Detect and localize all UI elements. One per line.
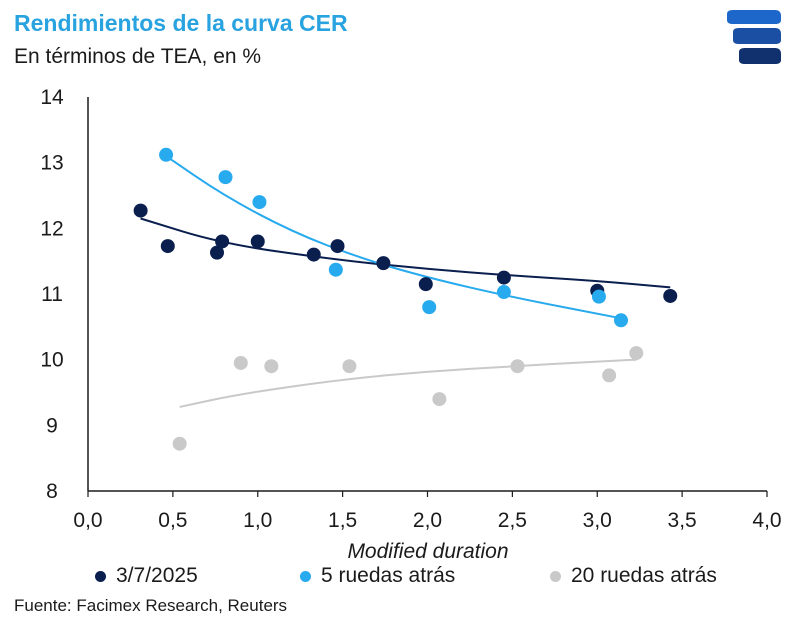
trend-line-20-ruedas-atr-s [179,358,637,408]
data-points [133,147,678,451]
x-tick-label: 3,0 [583,509,612,532]
chart-title: Rendimientos de la curva CER [14,10,348,36]
data-point-20-ruedas-atr-s [510,359,525,374]
data-point-20-ruedas-atr-s [233,355,248,370]
legend-item-20-ruedas: 20 ruedas atrás [550,564,717,588]
y-tick-label: 13 [40,152,63,175]
data-point-3-7-2025 [215,234,230,249]
data-point-5-ruedas-atr-s [159,147,174,162]
x-axis-label: Modified duration [347,540,508,563]
x-tick-label: 0,5 [158,509,187,532]
trend-line-5-ruedas-atr-s [165,155,622,320]
legend-item-3-7-2025: 3/7/2025 [95,564,300,588]
legend-marker-icon [550,570,561,582]
data-point-3-7-2025 [210,245,225,260]
trend-line-3-7-2025 [140,217,671,289]
source-note: Fuente: Facimex Research, Reuters [14,596,288,615]
chart-subtitle: En términos de TEA, en % [14,45,262,68]
x-tick-label: 1,0 [243,509,272,532]
data-point-3-7-2025 [376,256,391,271]
data-point-5-ruedas-atr-s [218,170,233,185]
data-point-20-ruedas-atr-s [629,346,644,361]
x-tick-label: 2,0 [413,509,442,532]
data-point-3-7-2025 [496,270,511,285]
data-point-5-ruedas-atr-s [422,300,437,315]
data-point-5-ruedas-atr-s [252,195,267,210]
y-tick-label: 10 [40,349,63,372]
y-tick-label: 8 [46,480,58,503]
facimex-logo-icon [727,10,781,64]
legend-item-5-ruedas: 5 ruedas atrás [300,564,550,588]
legend-marker-icon [300,570,311,582]
data-point-5-ruedas-atr-s [328,262,343,277]
data-point-3-7-2025 [306,247,321,262]
x-tick-label: 3,5 [668,509,697,532]
x-tick-label: 4,0 [752,509,781,532]
y-tick-label: 14 [40,86,64,109]
data-point-3-7-2025 [160,239,175,254]
data-point-5-ruedas-atr-s [614,313,629,328]
data-point-5-ruedas-atr-s [591,289,606,304]
legend-marker-icon [95,570,106,582]
data-point-5-ruedas-atr-s [496,285,511,300]
data-point-20-ruedas-atr-s [432,392,447,407]
data-point-3-7-2025 [133,203,148,218]
data-point-3-7-2025 [663,288,678,303]
x-tick-label: 2,5 [498,509,527,532]
chart-legend: 3/7/2025 5 ruedas atrás 20 ruedas atrás [95,564,717,588]
trend-lines [140,155,671,408]
y-tick-label: 9 [46,414,58,437]
legend-label: 5 ruedas atrás [321,564,456,587]
data-point-20-ruedas-atr-s [342,359,357,374]
y-tick-label: 11 [41,283,63,306]
x-tick-label: 1,5 [328,509,357,532]
data-point-3-7-2025 [330,239,345,254]
data-point-3-7-2025 [418,277,433,292]
x-axis-ticks: 0,0 0,5 1,0 1,5 2,0 2,5 3,0 3,5 4,0 [73,491,782,532]
data-point-20-ruedas-atr-s [172,436,187,451]
data-point-3-7-2025 [250,234,265,249]
data-point-20-ruedas-atr-s [602,368,617,383]
legend-label: 20 ruedas atrás [571,564,717,587]
x-tick-label: 0,0 [73,509,102,532]
data-point-20-ruedas-atr-s [264,359,279,374]
y-axis-ticks: 8 9 10 11 12 13 14 [40,86,64,503]
legend-label: 3/7/2025 [116,564,198,587]
y-tick-label: 12 [40,217,63,240]
